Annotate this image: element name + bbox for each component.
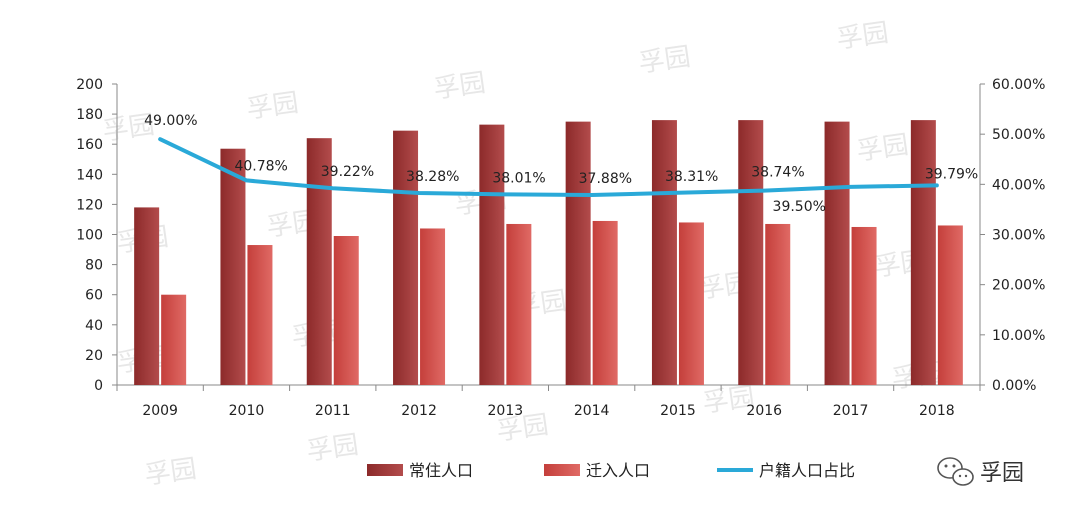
- wechat-icon: [937, 457, 974, 486]
- x-tick-label: 2012: [401, 403, 437, 419]
- watermark-text: 孚园: [432, 68, 488, 105]
- bar-changzhu: [479, 124, 505, 385]
- data-labels: 49.00% 40.78% 39.22% 38.28% 38.01% 37.88% 38.3…: [144, 113, 978, 215]
- legend-item: 常住人口: [367, 461, 473, 480]
- legend-item: 户籍人口占比: [717, 461, 855, 480]
- bar-series: [134, 120, 963, 386]
- data-label: 39.50%: [773, 199, 826, 215]
- watermark-text: 孚园: [245, 88, 301, 125]
- y-left-tick-label: 120: [76, 197, 103, 213]
- y-right-tick-label: 10.00%: [992, 328, 1045, 344]
- legend-label: 迁入人口: [586, 461, 650, 480]
- y-right-tick-label: 30.00%: [992, 228, 1045, 244]
- x-tick-label: 2016: [746, 403, 782, 419]
- watermark-text: 孚园: [101, 110, 157, 147]
- watermark-text: 孚园: [835, 18, 891, 55]
- bar-changzhu: [738, 120, 764, 386]
- y-left-tick-label: 140: [76, 167, 103, 183]
- y-right-tick-label: 20.00%: [992, 278, 1045, 294]
- bar-changzhu: [220, 148, 246, 385]
- legend-label: 户籍人口占比: [759, 461, 855, 480]
- line-series: [158, 137, 939, 197]
- y-left-tick-label: 160: [76, 137, 103, 153]
- y-left-tick-label: 0: [94, 378, 103, 394]
- data-label: 38.31%: [665, 169, 718, 185]
- data-label: 38.74%: [751, 165, 804, 181]
- bar-qianru: [161, 294, 187, 385]
- x-tick-label: 2017: [833, 403, 869, 419]
- legend-label: 常住人口: [409, 461, 473, 480]
- bar-qianru: [937, 225, 963, 385]
- bar-changzhu: [824, 121, 850, 385]
- y-left-tick-label: 180: [76, 107, 103, 123]
- legend-item: 迁入人口: [544, 461, 650, 480]
- watermark-text: 孚园: [143, 454, 199, 491]
- bar-changzhu: [565, 121, 591, 385]
- data-label: 49.00%: [144, 113, 197, 129]
- data-label: 40.78%: [234, 158, 287, 174]
- bar-changzhu: [393, 130, 419, 385]
- y-right-tick-label: 50.00%: [992, 127, 1045, 143]
- x-tick-label: 2015: [660, 403, 696, 419]
- watermark-text: 孚园: [305, 430, 361, 467]
- x-tick-label: 2013: [488, 403, 524, 419]
- bar-qianru: [678, 222, 704, 385]
- axes: 0 20 40 60 80 100 120 140 160 180 200 0.00% 10.00% 20…: [76, 77, 1045, 419]
- y-left-tick-label: 200: [76, 77, 103, 93]
- bar-qianru: [333, 236, 359, 385]
- y-right-tick-label: 60.00%: [992, 77, 1045, 93]
- watermark-text: 孚园: [495, 410, 551, 447]
- bar-qianru: [420, 228, 446, 385]
- watermark-text: 孚园: [701, 382, 757, 419]
- bar-qianru: [851, 226, 877, 385]
- bar-qianru: [765, 223, 791, 385]
- bar-changzhu: [651, 120, 677, 386]
- bar-changzhu: [134, 207, 160, 385]
- legend-swatch: [367, 464, 403, 476]
- y-right-tick-label: 0.00%: [992, 378, 1036, 394]
- y-left-tick-label: 100: [76, 228, 103, 244]
- data-label: 37.88%: [579, 171, 632, 187]
- y-right-tick-label: 40.00%: [992, 177, 1045, 193]
- y-left-tick-label: 60: [85, 288, 103, 304]
- x-tick-label: 2011: [315, 403, 351, 419]
- x-tick-label: 2018: [919, 403, 955, 419]
- y-left-tick-label: 20: [85, 348, 103, 364]
- x-tick-label: 2014: [574, 403, 610, 419]
- watermark-text: 孚园: [855, 130, 911, 167]
- bar-qianru: [592, 220, 618, 385]
- brand-mark: 孚园: [937, 457, 1024, 486]
- data-label: 38.01%: [492, 170, 545, 186]
- line-huji-ratio: [158, 137, 939, 197]
- bar-qianru: [247, 245, 273, 385]
- bar-qianru: [506, 223, 532, 385]
- legend: 常住人口 迁入人口 户籍人口占比: [367, 461, 855, 480]
- data-label: 39.79%: [925, 166, 978, 182]
- brand-name: 孚园: [980, 461, 1024, 486]
- y-left-tick-label: 80: [85, 258, 103, 274]
- x-tick-label: 2010: [229, 403, 265, 419]
- x-tick-label: 2009: [142, 403, 178, 419]
- bar-changzhu: [306, 138, 332, 385]
- y-left-tick-label: 40: [85, 318, 103, 334]
- data-label: 39.22%: [321, 164, 374, 180]
- bar-changzhu: [910, 120, 936, 386]
- legend-swatch: [544, 464, 580, 476]
- data-label: 38.28%: [406, 169, 459, 185]
- watermark-text: 孚园: [637, 42, 693, 79]
